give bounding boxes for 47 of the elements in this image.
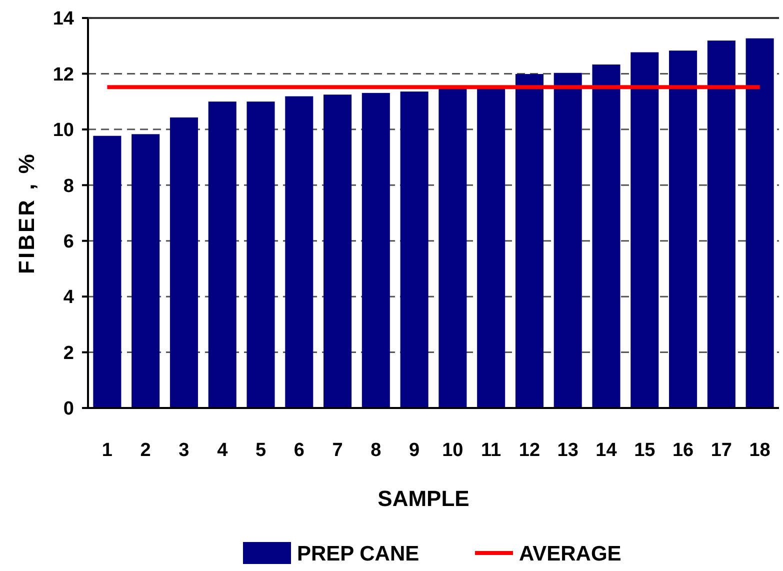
legend-label: AVERAGE [519, 542, 622, 566]
y-axis-title: FIBER , % [14, 152, 39, 274]
y-tick-label: 14 [52, 8, 74, 30]
bar [438, 88, 467, 408]
x-tick-label: 2 [140, 440, 151, 461]
x-axis-title: SAMPLE [378, 486, 470, 511]
x-tick-label: 5 [255, 440, 266, 461]
x-tick-label: 17 [710, 440, 732, 461]
bar [208, 102, 236, 408]
y-tick-label: 2 [63, 342, 74, 364]
legend-label: PREP CANE [297, 542, 420, 566]
bar [707, 40, 736, 408]
x-tick-label: 3 [178, 440, 190, 461]
x-tick-label: 11 [481, 440, 502, 461]
bar [170, 117, 198, 408]
x-tick-label: 12 [518, 440, 540, 461]
x-tick-label: 7 [332, 440, 343, 461]
bar [246, 102, 275, 408]
bar [669, 50, 698, 408]
bar [132, 134, 160, 408]
bar [400, 92, 428, 408]
bar [362, 92, 390, 408]
x-tick-label: 4 [217, 440, 228, 461]
y-tick-label: 0 [63, 398, 74, 420]
x-tick-label: 9 [409, 440, 420, 461]
x-tick-label: 8 [370, 440, 382, 461]
bar [630, 52, 659, 408]
y-tick-label: 10 [52, 120, 74, 142]
x-tick-label: 14 [596, 440, 618, 461]
bar [285, 96, 314, 408]
x-tick-label: 1 [102, 440, 113, 461]
y-tick-label: 12 [52, 64, 74, 86]
bar [515, 74, 544, 408]
bar [746, 38, 774, 408]
y-tick-label: 6 [63, 232, 74, 253]
bar [554, 72, 582, 408]
y-tick-label: 4 [63, 287, 74, 308]
y-tick-label: 8 [63, 176, 74, 197]
x-tick-label: 6 [294, 440, 304, 461]
bar [324, 94, 352, 408]
x-tick-label: 16 [672, 440, 694, 461]
x-tick-label: 13 [557, 440, 578, 461]
bar [93, 136, 122, 408]
x-tick-label: 10 [442, 440, 464, 461]
x-tick-label: 15 [634, 440, 656, 461]
bar [592, 64, 620, 408]
x-tick-label: 18 [749, 440, 770, 461]
